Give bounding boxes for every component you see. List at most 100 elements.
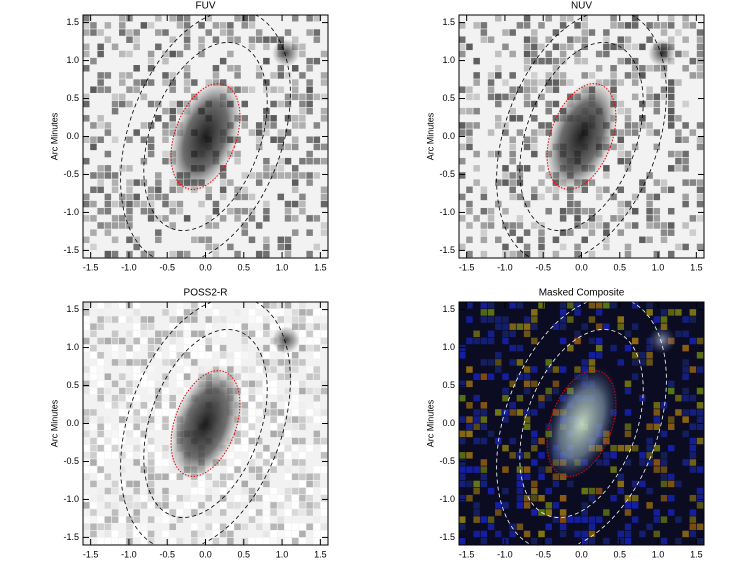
pixel — [523, 43, 531, 51]
pixel — [538, 236, 545, 244]
pixel — [624, 250, 632, 258]
pixel — [299, 530, 306, 538]
pixel — [119, 409, 126, 416]
pixel — [291, 366, 299, 373]
y-tick-label: -0.5 — [63, 169, 79, 179]
pixel — [624, 344, 632, 352]
pixel — [538, 494, 545, 502]
pixel — [313, 366, 321, 373]
pixel — [191, 487, 198, 495]
pixel — [313, 502, 321, 509]
pixel — [588, 337, 596, 345]
aperture-ellipse — [496, 302, 667, 545]
pixel — [169, 394, 176, 402]
pixel — [523, 366, 531, 373]
pixel — [459, 473, 466, 481]
pixel — [495, 50, 502, 58]
pixel — [104, 494, 112, 502]
pixel — [147, 207, 155, 215]
pixel — [227, 480, 234, 488]
pixel — [248, 86, 256, 93]
pixel — [169, 179, 176, 186]
pixel — [205, 337, 212, 345]
pixel — [255, 179, 263, 186]
pixel — [480, 516, 488, 523]
pixel — [219, 509, 227, 516]
pixel — [531, 430, 538, 438]
pixel — [176, 15, 184, 22]
pixel — [313, 323, 321, 330]
x-tick-label: 0.0 — [575, 262, 588, 272]
pixel — [459, 416, 466, 423]
pixel — [653, 107, 661, 115]
pixel — [234, 444, 241, 452]
pixel — [255, 466, 263, 473]
pixel — [255, 344, 263, 352]
pixel — [523, 15, 531, 22]
pixel — [104, 122, 112, 129]
pixel — [696, 537, 704, 545]
pixel — [675, 50, 682, 58]
pixel — [653, 22, 661, 29]
pixel — [523, 387, 531, 395]
pixel — [299, 50, 306, 58]
pixel — [559, 79, 567, 86]
pixel — [176, 387, 184, 395]
pixel — [183, 366, 191, 373]
pixel — [581, 186, 588, 194]
pixel — [155, 186, 162, 194]
pixel — [155, 179, 162, 186]
pixel — [559, 323, 567, 330]
pixel — [83, 523, 90, 531]
pixel — [126, 36, 133, 43]
pixel — [610, 65, 617, 72]
pixel — [248, 437, 256, 445]
pixel — [646, 236, 653, 244]
pixel — [595, 487, 603, 495]
pixel — [509, 193, 516, 201]
pixel — [234, 250, 241, 258]
pixel — [567, 15, 574, 22]
pixel — [212, 222, 220, 229]
pixel — [588, 29, 596, 36]
pixel — [104, 86, 112, 93]
pixel — [104, 402, 112, 409]
image — [83, 15, 328, 258]
pixel — [104, 466, 112, 473]
y-tick-label: 0.0 — [442, 131, 455, 141]
pixel — [509, 150, 516, 158]
pixel — [667, 309, 675, 316]
pixel — [574, 309, 581, 316]
pixel — [495, 15, 502, 22]
pixel — [502, 179, 509, 186]
pixel — [538, 122, 545, 129]
pixel — [313, 172, 321, 179]
pixel — [119, 452, 126, 459]
pixel — [284, 250, 292, 258]
pixel — [111, 186, 119, 194]
pixel — [531, 86, 538, 93]
pixel — [291, 473, 299, 481]
pixel — [90, 459, 97, 466]
pixel — [588, 537, 596, 545]
pixel — [581, 72, 588, 79]
pixel — [523, 100, 531, 108]
pixel — [162, 530, 169, 538]
pixel — [631, 444, 639, 452]
pixel — [248, 394, 256, 402]
pixel — [531, 36, 538, 43]
pixel — [299, 157, 306, 165]
pixel — [689, 215, 697, 222]
pixel — [133, 179, 140, 186]
pixel — [495, 316, 502, 323]
pixel — [205, 29, 212, 36]
pixel — [306, 93, 313, 101]
pixel — [306, 86, 313, 93]
pixel — [212, 309, 220, 316]
pixel — [277, 236, 285, 244]
pixel — [516, 250, 524, 258]
pixel — [320, 416, 328, 423]
pixel — [191, 79, 198, 86]
x-tick-label: -1.0 — [121, 262, 137, 272]
pixel — [306, 215, 313, 222]
